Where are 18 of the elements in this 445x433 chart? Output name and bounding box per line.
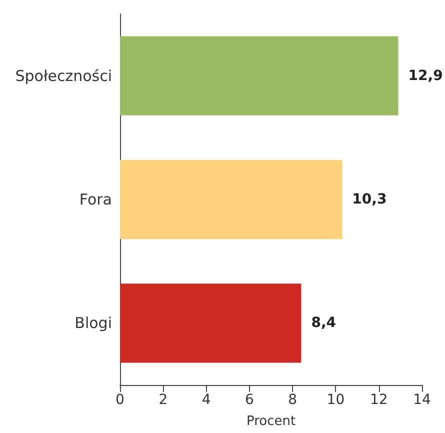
x-tick-label: 12 <box>370 392 388 408</box>
y-tick-label: Społeczności <box>15 66 112 85</box>
bar <box>120 36 398 116</box>
x-tick-label: 0 <box>116 392 124 408</box>
bar <box>120 160 342 240</box>
y-tick-label: Blogi <box>74 314 112 332</box>
y-tick-label: Fora <box>79 190 112 208</box>
x-tick-label: 14 <box>413 392 431 408</box>
bar <box>120 284 302 363</box>
x-tick-label: 8 <box>288 392 298 408</box>
data-label: 10,3 <box>352 192 387 208</box>
x-axis-title: Procent <box>246 414 296 429</box>
data-label: 12,9 <box>408 68 443 84</box>
data-label: 8,4 <box>311 315 336 332</box>
x-tick-label: 2 <box>158 392 168 408</box>
x-tick-label: 4 <box>202 392 211 408</box>
x-tick-label: 6 <box>244 392 254 408</box>
x-tick-label: 10 <box>326 392 345 408</box>
